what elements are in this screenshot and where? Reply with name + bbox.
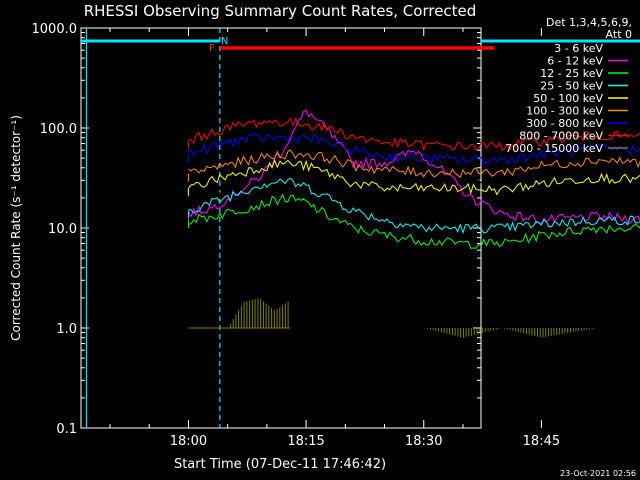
x-tick-label: 18:45 <box>523 434 560 449</box>
legend-entry-label: 100 - 300 keV <box>526 105 603 118</box>
legend-entry-label: 800 - 7000 keV <box>519 130 603 143</box>
series-line <box>188 158 640 196</box>
legend-attenuator: Att 0 <box>606 28 632 41</box>
x-axis-label: Start Time (07-Dec-11 17:46:42) <box>174 457 386 472</box>
legend-entry-label: 6 - 12 keV <box>547 55 603 68</box>
series-3 <box>187 177 640 235</box>
series-5 <box>187 149 640 182</box>
observing-annotations: FN <box>81 28 640 428</box>
x-tick-label: 18:15 <box>287 434 324 449</box>
night-flag: N <box>221 36 228 47</box>
series-line <box>188 149 640 179</box>
series-layer <box>187 109 640 338</box>
series-0 <box>187 127 640 211</box>
plot-axes: 0.1 1.0 10.0 100.0 1000.0 18:00 18:15 18:30 18:4… <box>32 22 561 449</box>
series-line <box>188 177 640 235</box>
legend-detectors: Det 1,3,4,5,6,9, <box>546 16 632 29</box>
legend-entry-label: 300 - 800 keV <box>526 117 603 130</box>
series-line <box>188 193 640 249</box>
legend-entry-label: 12 - 25 keV <box>540 67 603 80</box>
series-4 <box>187 158 640 197</box>
x-tick-label: 18:00 <box>170 434 207 449</box>
legend-entry-label: 7000 - 15000 keV <box>505 142 603 155</box>
chart-title: RHESSI Observing Summary Count Rates, Co… <box>84 2 477 20</box>
series-2 <box>187 193 640 249</box>
y-tick-label: 1.0 <box>56 322 77 337</box>
series-line <box>188 127 640 209</box>
y-tick-label: 10.0 <box>48 222 77 237</box>
y-axis-label: Corrected Count Rate (s⁻¹ detector⁻¹) <box>9 115 23 341</box>
legend-entry-label: 3 - 6 keV <box>554 42 603 55</box>
flare-flag: F <box>209 43 215 54</box>
legend-entry-label: 25 - 50 keV <box>540 80 603 93</box>
legend-entry-label: 50 - 100 keV <box>533 92 603 105</box>
y-tick-label: 0.1 <box>56 422 77 437</box>
x-tick-label: 18:30 <box>405 434 442 449</box>
timestamp: 23-Oct-2021 02:56 <box>560 469 636 478</box>
y-tick-label: 100.0 <box>40 122 77 137</box>
y-tick-label: 1000.0 <box>32 22 78 37</box>
